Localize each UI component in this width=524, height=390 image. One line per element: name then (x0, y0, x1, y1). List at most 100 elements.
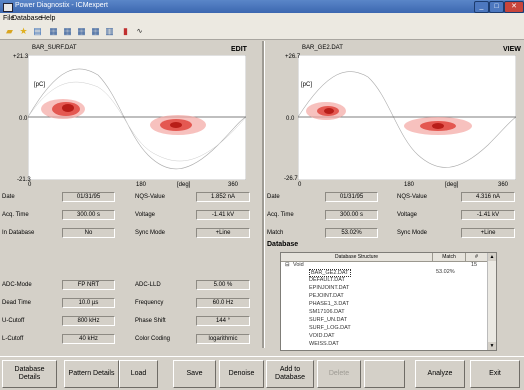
adc-mode-field[interactable]: FP NRT (62, 280, 115, 290)
color-coding-label: Color Coding (135, 336, 171, 342)
col-num-header[interactable]: # (466, 253, 488, 262)
right-voltage-field: -1.41 kV (461, 210, 515, 220)
adc-lld-field[interactable]: 5.00 % (196, 280, 250, 290)
right-xunit-label: [deg] (445, 182, 459, 188)
signal-icon[interactable]: ∿ (136, 28, 143, 35)
adc-lld-label: ADC-LLD (135, 282, 161, 288)
tree-item[interactable]: PEJOINT.DAT (309, 293, 344, 299)
minimize-button[interactable]: _ (474, 1, 489, 13)
load-button[interactable]: Load (119, 360, 158, 388)
left-date-label: Date (2, 194, 15, 200)
app-icon (3, 3, 13, 12)
phase-shift-label: Phase Shift (135, 318, 166, 324)
left-x360-label: 360 (228, 182, 239, 188)
left-zero-label: 0.0 (19, 116, 28, 122)
menu-database[interactable]: Database (12, 15, 42, 22)
menu-file[interactable]: File (3, 15, 15, 22)
chart-icon[interactable]: ▥ (105, 26, 114, 36)
tree-root-num: 15 (471, 262, 478, 268)
left-panel: BAR_SURF.DAT EDIT +21.3 [pC] 0.0 -21.3 0… (0, 41, 262, 348)
right-acq-label: Acq. Time (267, 212, 294, 218)
pattern-c-icon[interactable]: ▦ (77, 26, 86, 36)
tree-root-item[interactable]: Void (293, 262, 304, 268)
left-indb-field: No (62, 228, 115, 238)
color-coding-field[interactable]: logarithmic (196, 334, 250, 344)
u-cutoff-field[interactable]: 800 kHz (62, 316, 115, 326)
right-panel: BAR_GE2.DAT VIEW +26.7 [pC] 0.0 -26.7 0 … (265, 41, 524, 351)
analyze-button[interactable]: Analyze (415, 360, 465, 388)
tree-scrollbar[interactable]: ▲ ▼ (487, 253, 496, 350)
left-acq-label: Acq. Time (2, 212, 29, 218)
right-date-label: Date (267, 194, 280, 200)
left-ymax-label: +21.3 (13, 54, 29, 60)
menu-help[interactable]: Help (41, 15, 56, 22)
dead-time-label: Dead Time (2, 300, 32, 306)
left-acq-field: 300.00 s (62, 210, 115, 220)
left-sync-label: Sync Mode (135, 230, 166, 236)
folder-open-icon[interactable]: ▰ (6, 26, 13, 36)
tree-item[interactable]: DEFAULT.DAT (309, 277, 345, 283)
denoise-button[interactable]: Denoise (219, 360, 264, 388)
tree-expander-icon[interactable]: ⊟ (285, 262, 290, 268)
database-icon[interactable]: ▤ (33, 26, 42, 36)
phase-shift-field[interactable]: 144 ° (196, 316, 250, 326)
scroll-down-icon[interactable]: ▼ (488, 342, 496, 350)
l-cutoff-label: L-Cutoff (2, 336, 24, 342)
u-cutoff-label: U-Cutoff (2, 318, 25, 324)
add-to-database-button[interactable]: Add to Database (266, 360, 314, 388)
tree-item[interactable]: PHASE1_3.DAT (309, 301, 349, 307)
close-button[interactable]: ✕ (504, 1, 524, 13)
database-details-button[interactable]: Database Details (2, 360, 57, 388)
save-button[interactable]: Save (173, 360, 216, 388)
left-x180-label: 180 (136, 182, 147, 188)
window-title: Power Diagnostix - ICMexpert (15, 2, 108, 9)
pattern-icon[interactable]: ▦ (49, 26, 58, 36)
tree-item[interactable]: EPINJOINT.DAT (309, 285, 350, 291)
pattern-d-icon[interactable]: ▦ (91, 26, 100, 36)
right-nqs-field: 4.316 nA (461, 192, 515, 202)
right-sync-label: Sync Mode (397, 230, 428, 236)
tree-item-selected[interactable]: BAR_GE2.DAT (309, 269, 351, 277)
right-plot-title: BAR_GE2.DAT (302, 45, 343, 51)
delete-button[interactable]: Delete (317, 360, 361, 388)
left-pattern-plot (28, 55, 246, 180)
left-mode-label: EDIT (231, 46, 247, 53)
frequency-field[interactable]: 60.0 Hz (196, 298, 250, 308)
right-ymin-label: -26.7 (284, 176, 298, 182)
right-date-field: 01/31/95 (325, 192, 378, 202)
database-header: Database (267, 241, 299, 248)
right-zero-label: 0.0 (286, 116, 295, 122)
left-x0-label: 0 (28, 182, 32, 188)
bar-chart-icon[interactable]: ▮ (123, 26, 128, 36)
maximize-button[interactable]: □ (489, 1, 504, 13)
panel-divider (262, 41, 265, 348)
right-x180-label: 180 (404, 182, 415, 188)
left-indb-label: In Database (2, 230, 35, 236)
right-x360-label: 360 (498, 182, 509, 188)
left-date-field: 01/31/95 (62, 192, 115, 202)
tree-item[interactable]: VOID.DAT (309, 333, 335, 339)
col-structure-header[interactable]: Database Structure (281, 253, 433, 262)
right-match-field: 53.02% (325, 228, 378, 238)
title-bar: Power Diagnostix - ICMexpert _ □ ✕ (0, 0, 524, 13)
database-tree[interactable]: Database Structure Match # ⊟ Void 53.02%… (280, 252, 497, 351)
exit-button[interactable]: Exit (470, 360, 520, 388)
right-acq-field: 300.00 s (325, 210, 378, 220)
left-yunit-label: [pC] (34, 82, 46, 88)
dead-time-field[interactable]: 10.0 µs (62, 298, 115, 308)
toolbar: ▰ ★ ▤ ▦ ▦ ▦ ▦ ▥ ▮ ∿ (0, 24, 524, 40)
right-x0-label: 0 (298, 182, 302, 188)
tree-root-match: 53.02% (436, 269, 455, 275)
star-icon[interactable]: ★ (19, 26, 28, 36)
left-ymin-label: -21.3 (17, 177, 31, 183)
pattern-details-button[interactable]: Pattern Details (64, 360, 119, 388)
tree-item[interactable]: SM17106.DAT (309, 309, 345, 315)
tree-item[interactable]: SURF_LOG.DAT (309, 325, 351, 331)
tree-item[interactable]: WEISS.DAT (309, 341, 339, 347)
tree-item[interactable]: SURF_UN.DAT (309, 317, 348, 323)
col-match-header[interactable]: Match (433, 253, 466, 262)
left-voltage-label: Voltage (135, 212, 156, 218)
scroll-up-icon[interactable]: ▲ (488, 253, 496, 261)
l-cutoff-field[interactable]: 40 kHz (62, 334, 115, 344)
pattern-b-icon[interactable]: ▦ (63, 26, 72, 36)
